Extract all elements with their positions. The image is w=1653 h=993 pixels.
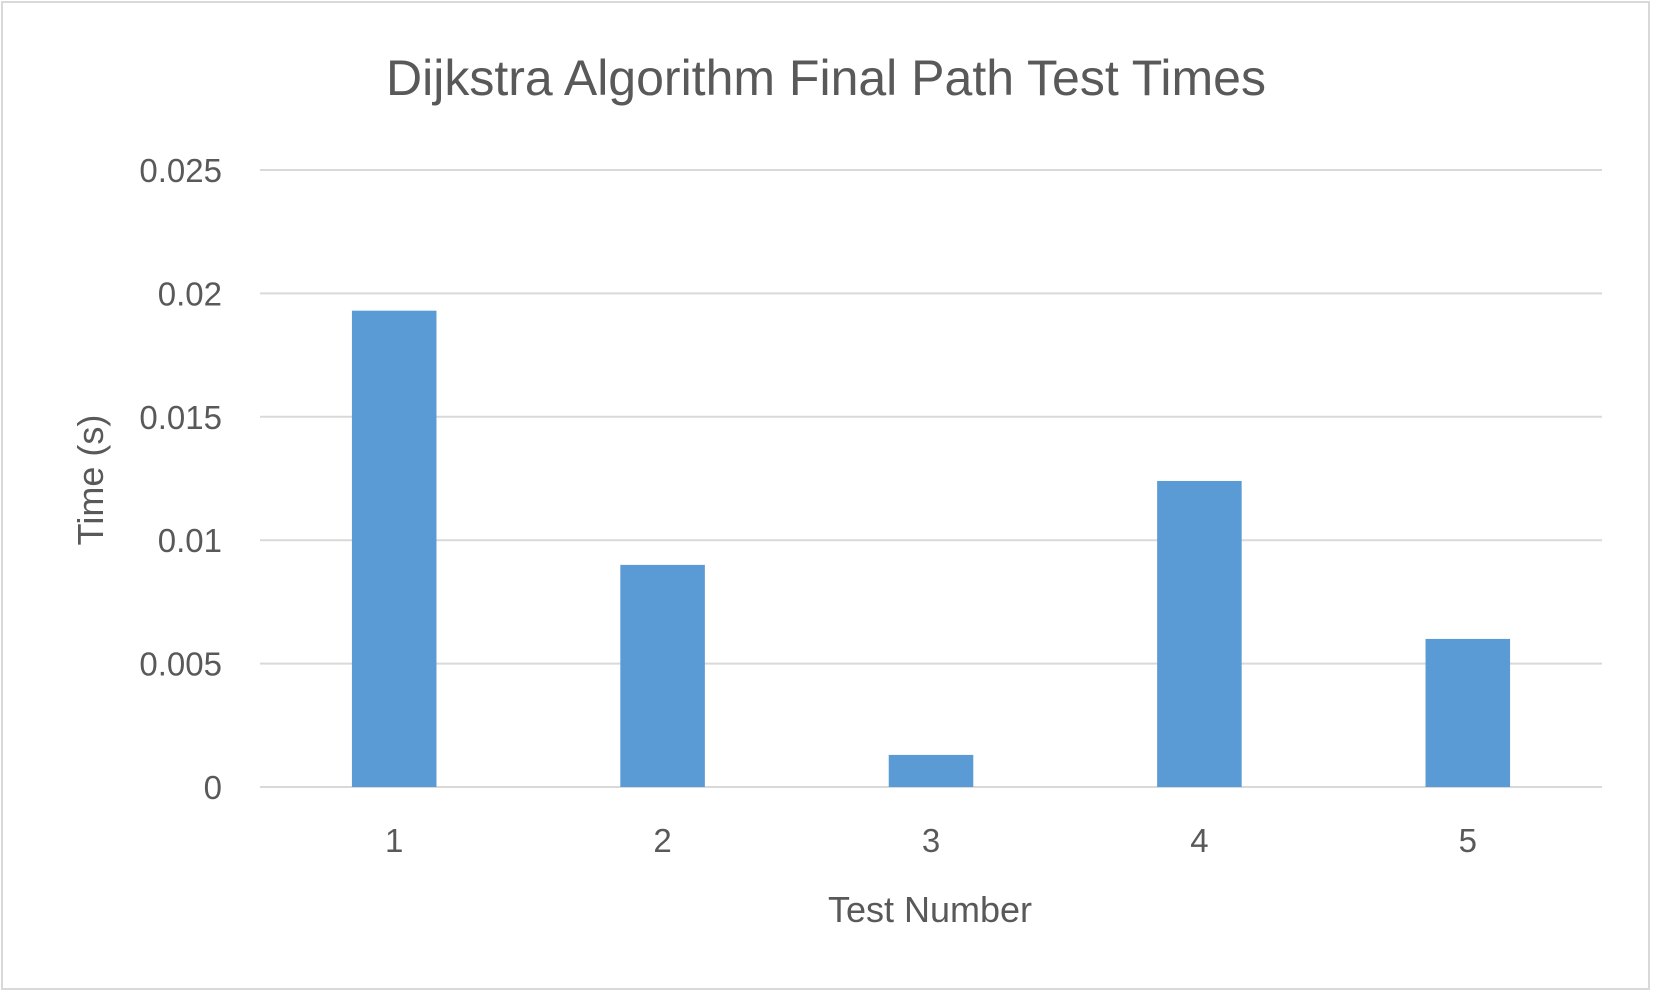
y-tick-label: 0.005 xyxy=(139,646,222,683)
chart-title: Dijkstra Algorithm Final Path Test Times xyxy=(386,50,1266,106)
bars xyxy=(351,310,1511,787)
bar-2 xyxy=(620,564,705,787)
x-tick-label: 2 xyxy=(653,822,671,859)
x-axis-ticks: 1 2 3 4 5 xyxy=(385,822,1477,859)
y-tick-label: 0.015 xyxy=(139,399,222,436)
x-axis-title: Test Number xyxy=(828,889,1032,930)
y-tick-label: 0.025 xyxy=(139,152,222,189)
bar-5 xyxy=(1425,638,1511,787)
gridlines xyxy=(260,169,1602,788)
bar-1 xyxy=(351,310,437,787)
x-tick-label: 4 xyxy=(1190,822,1208,859)
y-tick-label: 0 xyxy=(204,769,222,806)
y-axis-ticks: 0 0.005 0.01 0.015 0.02 0.025 xyxy=(139,152,222,806)
y-axis-title: Time (s) xyxy=(70,415,111,546)
x-tick-label: 1 xyxy=(385,822,403,859)
x-tick-label: 3 xyxy=(922,822,940,859)
bar-3 xyxy=(888,754,974,787)
bar-4 xyxy=(1157,480,1242,787)
y-tick-label: 0.02 xyxy=(158,275,222,312)
y-tick-label: 0.01 xyxy=(158,522,222,559)
x-tick-label: 5 xyxy=(1459,822,1477,859)
